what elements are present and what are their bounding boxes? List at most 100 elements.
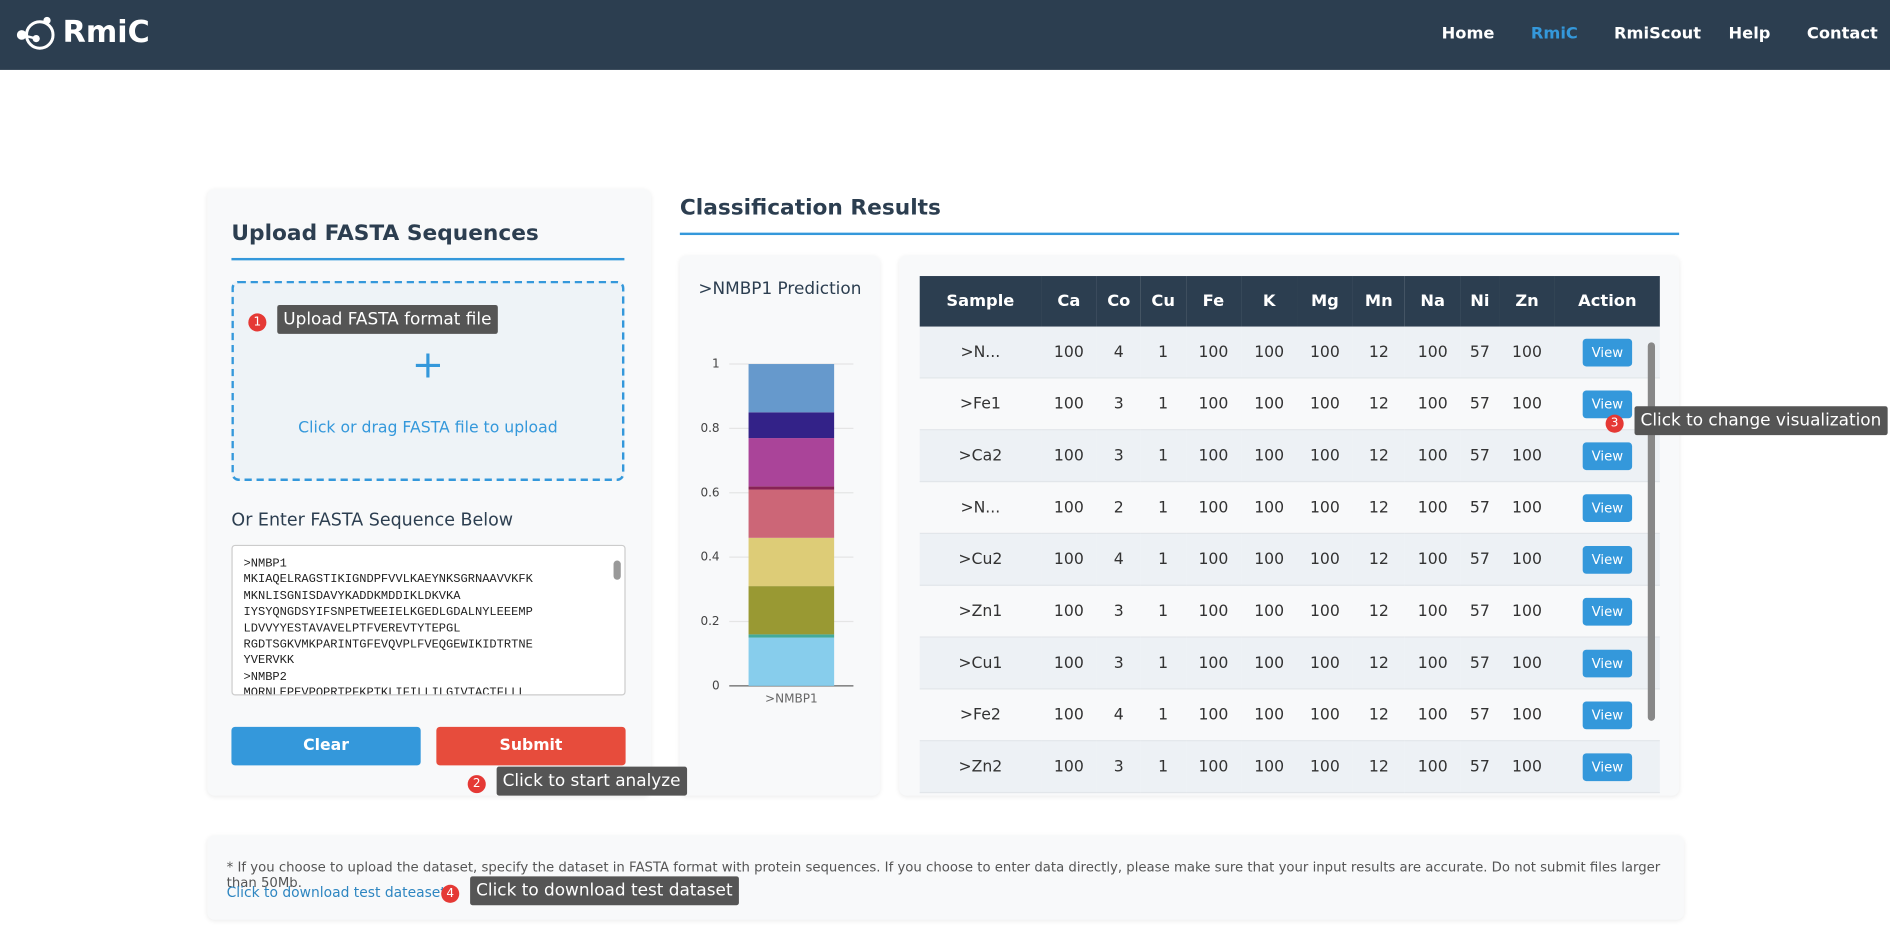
- y-tick-label: 0.8: [700, 421, 719, 435]
- sequence-line: MQRNLEPEVPQPRTPFKPTKLIFILLILGIVTACTFLLL: [243, 687, 526, 696]
- table-cell: 57: [1460, 429, 1500, 483]
- table-cell: 100: [1404, 740, 1461, 794]
- table-cell: 12: [1352, 429, 1405, 483]
- download-link[interactable]: Click to download test dateaset.: [226, 883, 451, 901]
- column-header: Action: [1554, 276, 1660, 327]
- action-cell: View: [1554, 637, 1660, 690]
- table-cell: 100: [1041, 688, 1097, 742]
- brand[interactable]: RmiC: [62, 14, 150, 50]
- column-header: Na: [1404, 276, 1461, 327]
- table-cell: 12: [1352, 637, 1405, 690]
- action-cell: View: [1554, 740, 1660, 794]
- table-cell: 100: [1404, 533, 1461, 586]
- drop-text: Click or drag FASTA file to upload: [298, 419, 558, 438]
- table-cell: 57: [1460, 740, 1500, 794]
- table-cell: 100: [1041, 326, 1097, 379]
- nav-link[interactable]: Home: [1441, 24, 1495, 44]
- bar-segment: [748, 586, 835, 635]
- table-cell: 100: [1404, 429, 1461, 483]
- nav-link[interactable]: RmiC: [1530, 24, 1578, 44]
- table-cell: 100: [1297, 429, 1353, 483]
- bar-segment: [748, 412, 835, 439]
- table-cell: >N...: [919, 326, 1042, 379]
- table-cell: 12: [1352, 326, 1405, 379]
- results-table: Sample Ca Co Cu Fe K Mg Mn Na Ni Zn Action >N... 100 4…: [919, 276, 1660, 794]
- table-cell: 12: [1352, 688, 1405, 742]
- view-button[interactable]: View: [1583, 649, 1632, 677]
- table-cell: 100: [1185, 377, 1242, 431]
- view-button[interactable]: View: [1583, 597, 1632, 625]
- navbar: RmiC Home RmiC RmiScout Help Contact: [0, 0, 1890, 70]
- bar-segment: [748, 634, 835, 638]
- sequence-line: >NMBP2: [243, 671, 287, 685]
- underline: [679, 232, 1680, 236]
- submit-button[interactable]: Submit: [436, 726, 626, 766]
- table-cell: 100: [1041, 585, 1097, 638]
- table-cell: >Zn2: [919, 740, 1042, 794]
- view-button[interactable]: View: [1583, 700, 1632, 729]
- footer-note: * If you choose to upload the dataset, s…: [226, 859, 1661, 891]
- table-cell: 57: [1460, 377, 1500, 431]
- view-button[interactable]: View: [1583, 441, 1632, 470]
- nav-link[interactable]: Help: [1728, 24, 1771, 44]
- table-cell: 100: [1499, 429, 1555, 483]
- table-cell: 1: [1140, 377, 1186, 431]
- table-cell: 100: [1241, 326, 1298, 379]
- bar-segment: [748, 364, 835, 413]
- table-cell: 100: [1185, 481, 1242, 534]
- tooltip-badge: 3: [1605, 414, 1624, 433]
- table-cell: 100: [1041, 740, 1097, 794]
- clear-button[interactable]: Clear: [231, 726, 421, 766]
- table-cell: 100: [1185, 585, 1242, 638]
- sequence-textarea[interactable]: >NMBP1 MKIAQELRAGSTIKIGNDPFVVLKAEYNKSGRNA…: [231, 544, 626, 696]
- action-cell: View: [1554, 481, 1660, 534]
- upload-panel: Upload FASTA Sequences + Click or drag F…: [207, 189, 651, 796]
- table-cell: >Cu1: [919, 637, 1042, 690]
- table-cell: 100: [1241, 585, 1298, 638]
- column-header: Cu: [1140, 276, 1186, 327]
- y-tick-label: 0.2: [700, 614, 719, 628]
- table-cell: 100: [1185, 429, 1242, 483]
- footer-panel: * If you choose to upload the dataset, s…: [207, 835, 1684, 920]
- bar-segment: [748, 438, 835, 487]
- table-row: >N... 100 4 1 100 100 100 12 100 57 100 View: [919, 326, 1660, 379]
- column-header: Sample: [919, 276, 1042, 327]
- view-button[interactable]: View: [1583, 338, 1632, 366]
- header-row: Sample Ca Co Cu Fe K Mg Mn Na Ni Zn Action: [919, 276, 1660, 327]
- table-cell: 100: [1041, 481, 1097, 534]
- view-button[interactable]: View: [1583, 389, 1632, 418]
- table-cell: 100: [1041, 377, 1097, 431]
- table-cell: 1: [1140, 533, 1186, 586]
- nav-link[interactable]: RmiScout: [1614, 24, 1702, 44]
- column-header: Mg: [1297, 276, 1353, 327]
- view-button[interactable]: View: [1583, 752, 1632, 781]
- sequence-line: MKIAQELRAGSTIKIGNDPFVVLKAEYNKSGRNAAVVKFK: [243, 574, 533, 588]
- y-tick-label: 0: [712, 678, 720, 692]
- plus-icon: +: [411, 341, 445, 387]
- table-cell: >Fe1: [919, 377, 1042, 431]
- table-row: >Ca2 100 3 1 100 100 100 12 100 57 100 View: [919, 429, 1660, 483]
- table-cell: 100: [1297, 740, 1353, 794]
- table-row: >Fe2 100 4 1 100 100 100 12 100 57 100 View: [919, 688, 1660, 742]
- table-cell: 100: [1241, 377, 1298, 431]
- scrollbar: [613, 560, 621, 580]
- table-cell: 100: [1185, 740, 1242, 794]
- table-cell: 100: [1241, 637, 1298, 690]
- table-cell: 100: [1404, 637, 1461, 690]
- sequence-line: >NMBP1: [243, 558, 287, 572]
- view-button[interactable]: View: [1583, 545, 1632, 574]
- table-row: >Fe1 100 3 1 100 100 100 12 100 57 100 View: [919, 377, 1660, 431]
- column-header: Ca: [1041, 276, 1097, 327]
- bar-segment: [748, 486, 835, 490]
- y-tick-label: 0.4: [700, 550, 719, 564]
- table-cell: 100: [1241, 688, 1298, 742]
- sequence-line: IYSYQNGDSYIFSNPETWEEIELKGEDLGDALNYLEEEMP: [243, 606, 533, 620]
- nav-link[interactable]: Contact: [1806, 24, 1878, 44]
- table-cell: 1: [1140, 429, 1186, 483]
- y-tick-label: 1: [712, 357, 720, 371]
- table-cell: 100: [1041, 533, 1097, 586]
- view-button[interactable]: View: [1583, 493, 1632, 522]
- column-header: Zn: [1499, 276, 1555, 327]
